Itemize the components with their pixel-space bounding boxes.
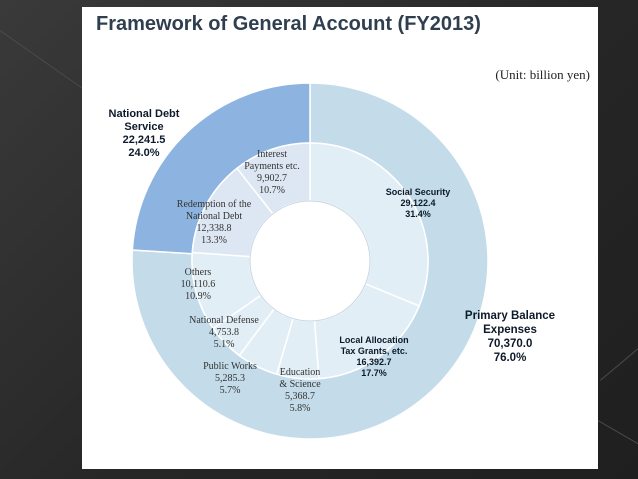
outer-label-line: 22,241.5	[123, 134, 166, 146]
inner-label-line: 5.1%	[214, 339, 235, 350]
inner-label-line: 10.9%	[185, 291, 211, 302]
inner-label-line: Others	[185, 267, 212, 278]
inner-label-line: 16,392.7	[356, 357, 391, 367]
inner-label-line: Local Allocation	[339, 335, 408, 345]
slide-panel: Framework of General Account (FY2013) (U…	[82, 7, 598, 469]
decorative-line	[597, 420, 638, 451]
inner-label-line: 9,902.7	[257, 173, 287, 184]
inner-label-line: 13.3%	[201, 235, 227, 246]
inner-label-line: Public Works	[203, 361, 257, 372]
outer-label-line: Primary Balance	[465, 310, 555, 322]
outer-label-line: Service	[124, 121, 163, 133]
inner-label-line: 5,285.3	[215, 373, 245, 384]
outer-label-line: 76.0%	[494, 352, 527, 364]
chart-title: Framework of General Account (FY2013)	[96, 13, 481, 35]
outer-label-line: Expenses	[483, 324, 537, 336]
inner-label-line: 10.7%	[259, 185, 285, 196]
inner-label-line: Payments etc.	[244, 161, 300, 172]
decorative-line	[600, 328, 638, 381]
outer-label-debt: National Debt Service 22,241.5 24.0%	[109, 108, 180, 159]
outer-label-line: 24.0%	[128, 147, 159, 159]
outer-label-line: 70,370.0	[488, 338, 533, 350]
inner-label-redemption: Redemption of the National Debt 12,338.8 13…	[177, 199, 252, 246]
inner-label-line: 4,753.8	[209, 327, 239, 338]
inner-label-line: Interest	[257, 149, 287, 160]
inner-label-social: Social Security 29,122.4 31.4%	[386, 187, 451, 219]
inner-label-line: 5.8%	[290, 403, 311, 414]
inner-label-line: Social Security	[386, 187, 451, 197]
inner-label-line: 5,368.7	[285, 391, 315, 402]
inner-label-line: Tax Grants, etc.	[341, 346, 408, 356]
inner-label-others: Others 10,110.6 10.9%	[181, 267, 216, 302]
inner-label-line: National Debt	[186, 211, 243, 222]
inner-label-line: National Defense	[189, 315, 259, 326]
inner-label-line: 29,122.4	[400, 198, 435, 208]
inner-label-public: Public Works 5,285.3 5.7%	[203, 361, 257, 396]
donut-center-hole	[249, 200, 371, 322]
inner-label-line: 17.7%	[361, 368, 387, 378]
inner-label-line: & Science	[279, 379, 321, 390]
outer-label-line: National Debt	[109, 108, 180, 120]
inner-label-line: 10,110.6	[181, 279, 216, 290]
inner-label-defense: National Defense 4,753.8 5.1%	[189, 315, 259, 350]
outer-label-primary: Primary Balance Expenses 70,370.0 76.0%	[465, 310, 555, 364]
inner-label-line: 12,338.8	[197, 223, 232, 234]
inner-label-interest: Interest Payments etc. 9,902.7 10.7%	[244, 149, 300, 196]
unit-label: (Unit: billion yen)	[495, 67, 590, 82]
inner-label-line: 5.7%	[220, 385, 241, 396]
inner-label-education: Education & Science 5,368.7 5.8%	[279, 367, 321, 414]
inner-label-line: Redemption of the	[177, 199, 252, 210]
inner-label-local: Local Allocation Tax Grants, etc. 16,392.7…	[339, 335, 408, 378]
inner-label-line: 31.4%	[405, 209, 431, 219]
inner-label-line: Education	[280, 367, 321, 378]
donut-chart: Primary Balance Expenses 70,370.0 76.0% Nati…	[109, 82, 555, 440]
